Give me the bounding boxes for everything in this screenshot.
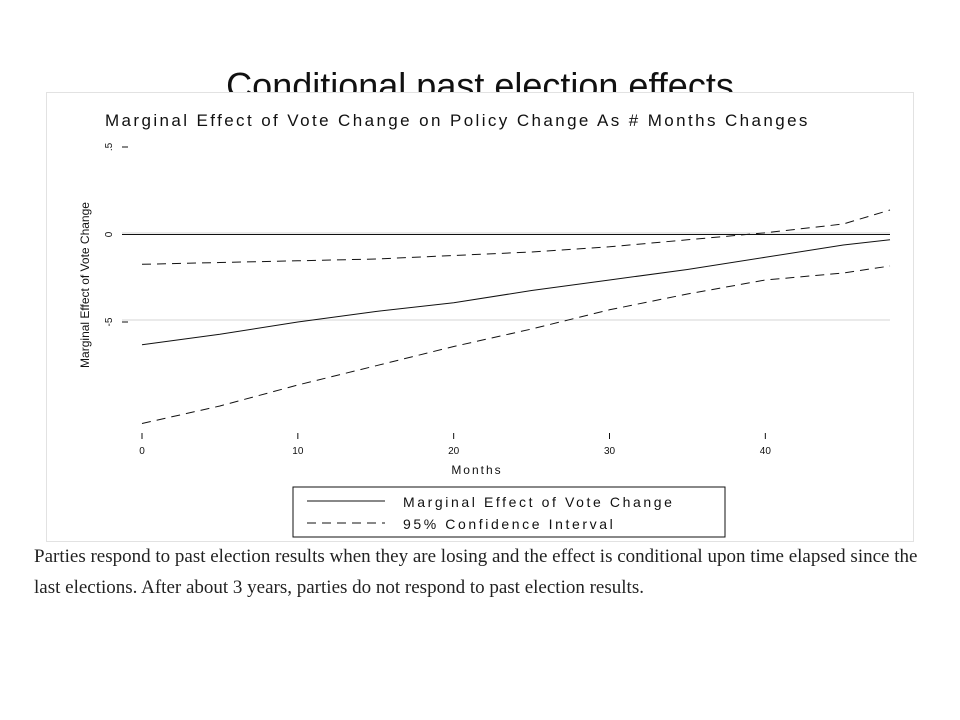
legend: Marginal Effect of Vote Change 95% Confi… [292, 486, 726, 538]
y-tick-label: .5 [104, 142, 115, 151]
marginal-effect-line [141, 239, 891, 346]
x-axis-label: Months [451, 463, 502, 477]
x-tick-label: 40 [760, 446, 772, 457]
legend-box [292, 486, 726, 538]
marginal-effect-chart: Marginal Effect of Vote Change on Policy… [78, 111, 891, 538]
slide-caption: Parties respond to past election results… [34, 546, 918, 598]
y-axis-label: Marginal Effect of Vote Change [78, 202, 92, 368]
legend-solid-label: Marginal Effect of Vote Change [403, 494, 675, 510]
chart-panel: Marginal Effect of Vote Change on Policy… [46, 92, 914, 542]
y-tick-label: -5 [104, 317, 115, 326]
legend-dashed-label: 95% Confidence Interval [403, 516, 615, 532]
x-tick-label: 20 [448, 446, 460, 457]
x-tick-label: 10 [292, 446, 304, 457]
x-tick-label: 30 [604, 446, 616, 457]
y-tick-label: 0 [104, 231, 115, 237]
x-tick-label: 0 [139, 446, 145, 457]
upper-confidence-line [141, 209, 891, 265]
chart-title: Marginal Effect of Vote Change on Policy… [105, 111, 810, 130]
plot-area: -5 0 .5 0 10 20 30 40 [104, 142, 891, 457]
lower-confidence-line [141, 265, 891, 424]
